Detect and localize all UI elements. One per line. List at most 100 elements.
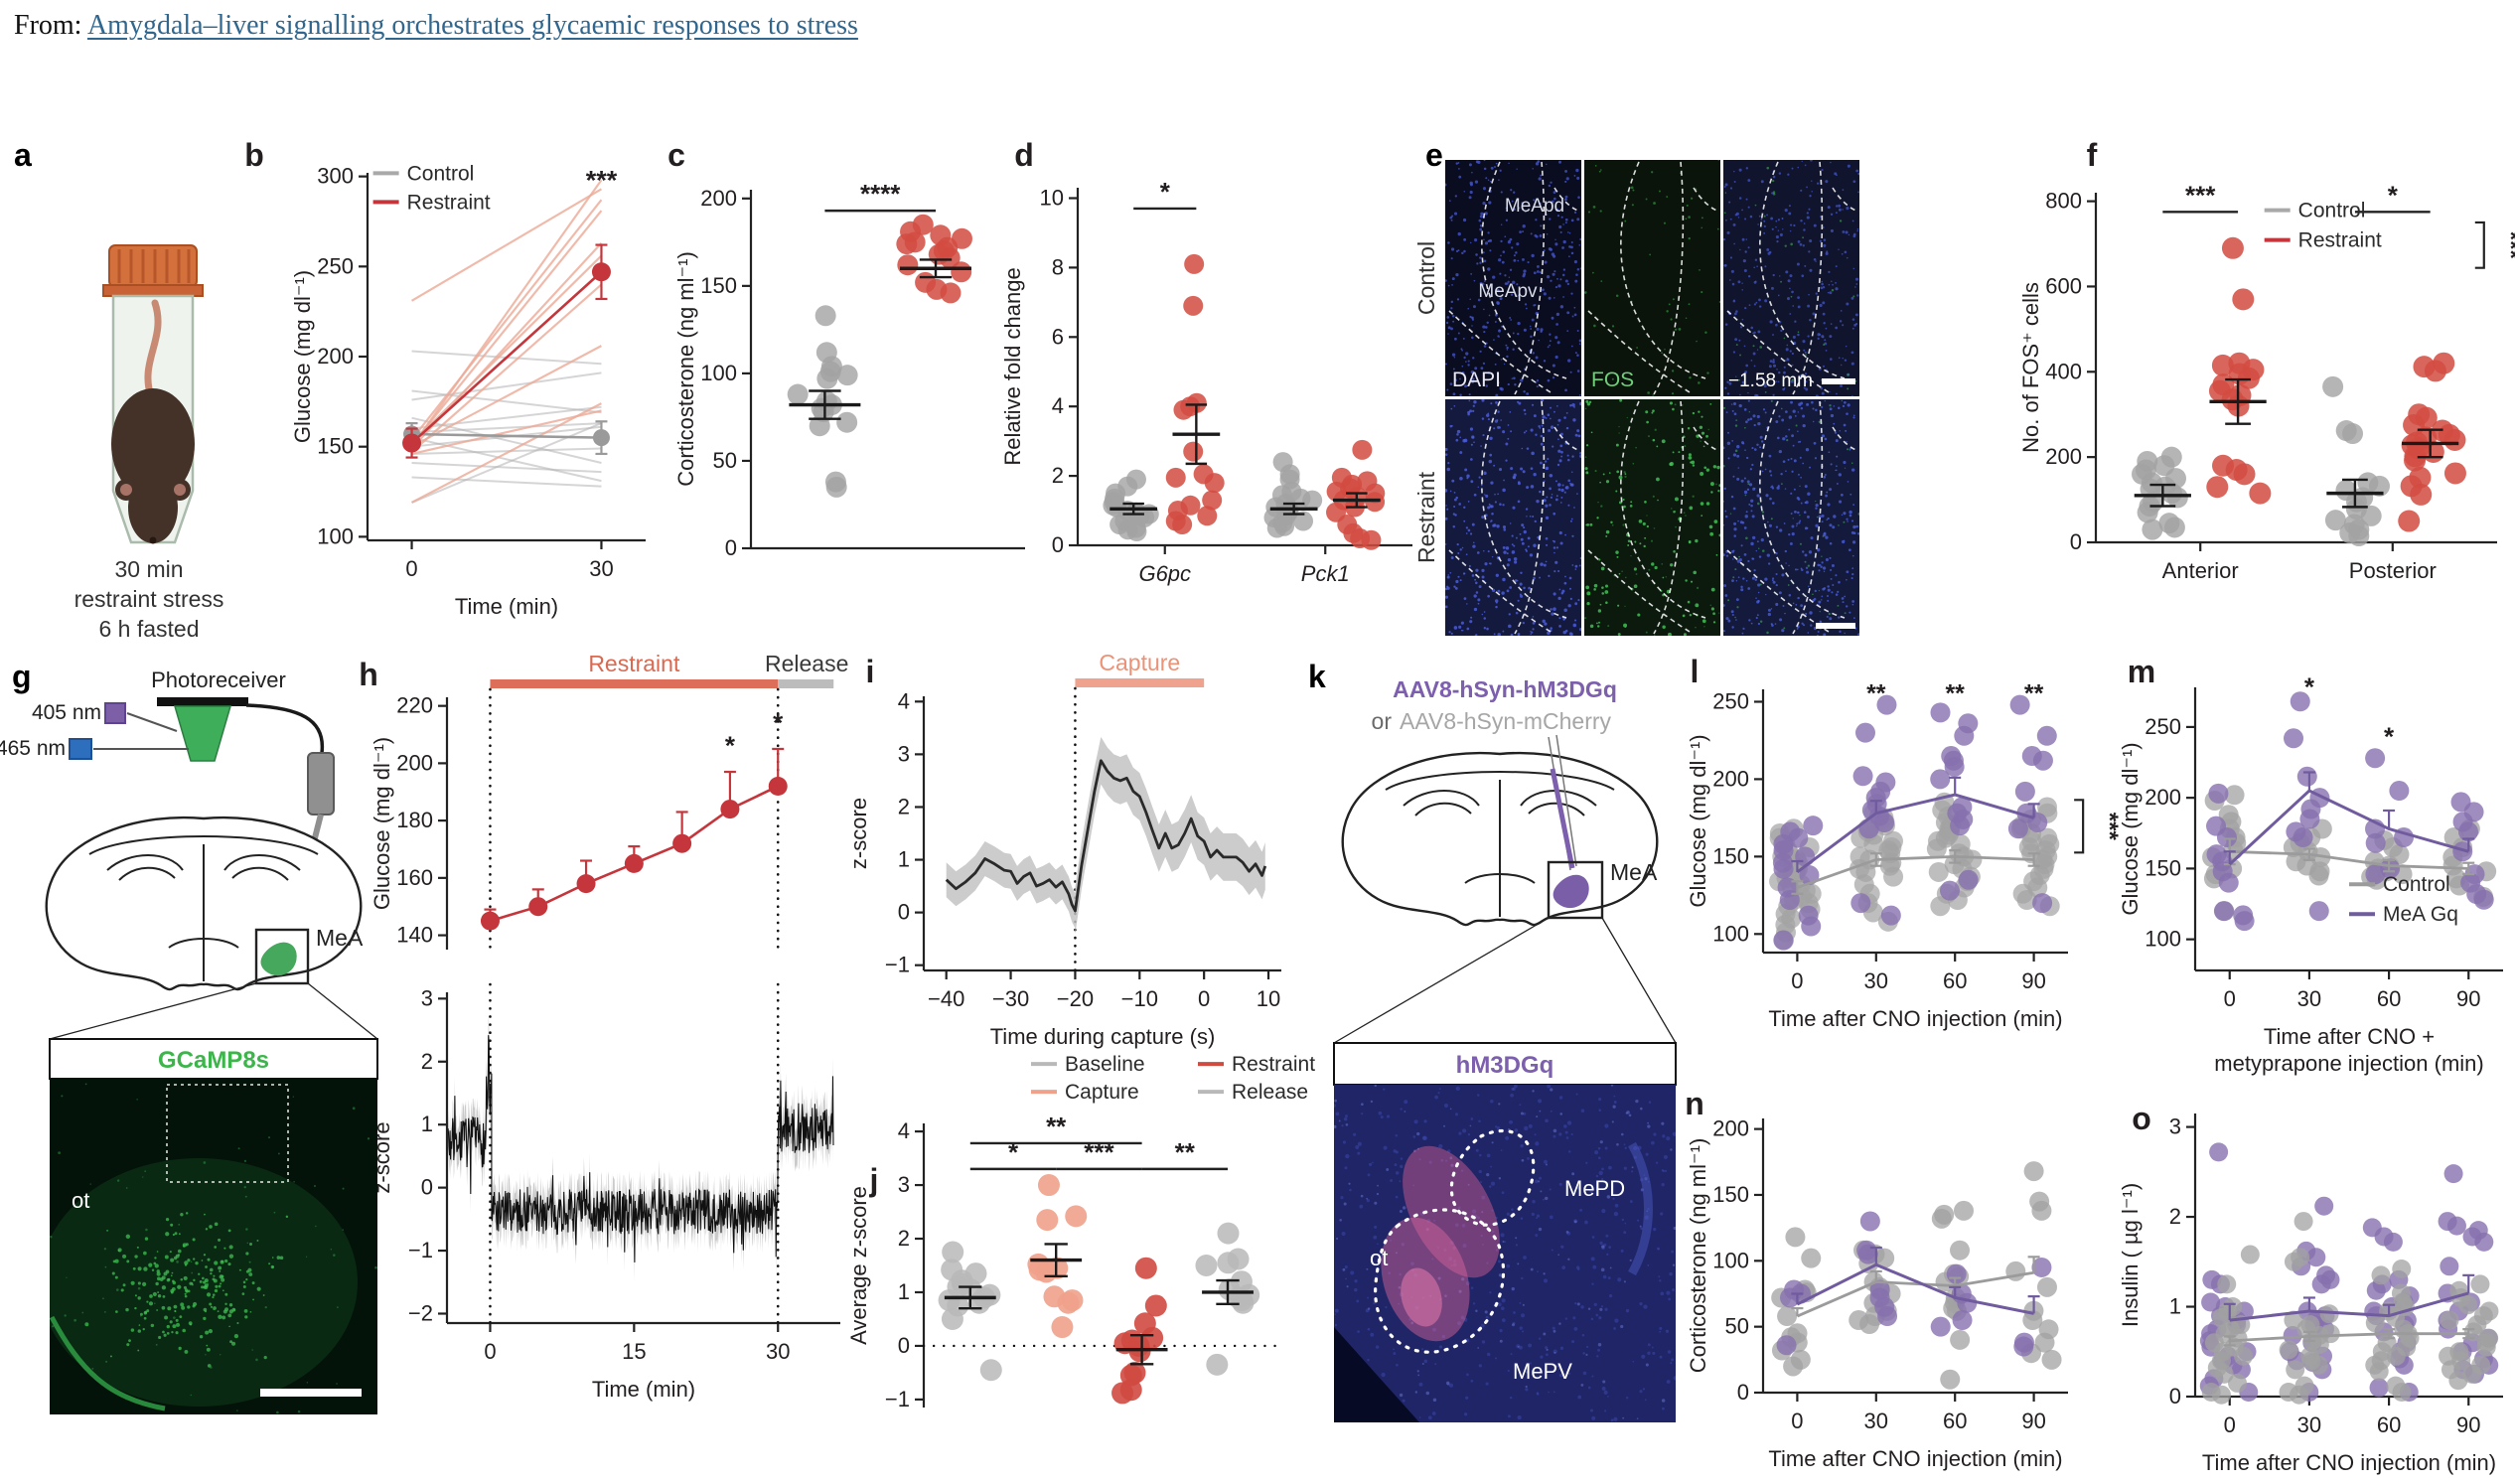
svg-text:f: f (2087, 137, 2098, 173)
svg-text:150: 150 (700, 273, 737, 298)
plot-area-h2: −2 −1 0 1 2 3 z-score 0 15 30 Time (min) (370, 982, 840, 1402)
svg-text:Time after CNO injection (min): Time after CNO injection (min) (1768, 1006, 2062, 1031)
svg-text:10: 10 (1040, 185, 1064, 210)
plot-area-b: b 100 150 200 250 300 Glucose (mg dl⁻¹) 0 30 Time… (244, 137, 646, 619)
svg-text:0: 0 (1198, 986, 1210, 1011)
svg-text:150: 150 (2145, 855, 2181, 880)
svg-text:1: 1 (2169, 1294, 2181, 1319)
svg-text:30: 30 (1864, 1409, 1888, 1433)
svg-text:Glucose (mg dl⁻¹): Glucose (mg dl⁻¹) (290, 270, 315, 443)
virus-label-mcherry: AAV8-hSyn-mCherry (1400, 708, 1612, 734)
row-label-control: Control (1413, 241, 1439, 315)
svg-text:300: 300 (317, 164, 354, 189)
svg-text:Average z-score: Average z-score (846, 1186, 871, 1345)
svg-text:0: 0 (725, 535, 737, 560)
svg-text:Restraint: Restraint (588, 651, 680, 676)
svg-text:200: 200 (317, 344, 354, 369)
photometry-setup-icon (69, 697, 335, 937)
svg-text:600: 600 (2045, 273, 2082, 298)
micrograph-dapi-restraint (1445, 399, 1581, 636)
svg-text:−1: −1 (408, 1238, 433, 1262)
micrograph-merge-restraint (1723, 399, 1859, 636)
svg-text:150: 150 (1712, 1182, 1749, 1207)
svg-text:Posterior: Posterior (2349, 558, 2437, 583)
plot-area-o: o 0 1 2 3 Insulin ( µg l⁻¹) 0 30 60 90 Time after … (2118, 1101, 2503, 1475)
svg-text:0: 0 (1737, 1380, 1749, 1405)
svg-text:Control: Control (2298, 200, 2366, 223)
svg-text:*: * (2388, 180, 2399, 210)
svg-text:400: 400 (2045, 359, 2082, 383)
svg-text:250: 250 (1712, 688, 1749, 713)
svg-text:0: 0 (2224, 986, 2236, 1011)
ot-label: ot (72, 1188, 89, 1213)
svg-text:2: 2 (1052, 463, 1064, 488)
article-link[interactable]: Amygdala–liver signalling orchestrates g… (86, 10, 858, 41)
svg-text:Time (min): Time (min) (455, 594, 558, 619)
svg-text:50: 50 (1725, 1314, 1749, 1339)
svg-text:Time after CNO injection (min): Time after CNO injection (min) (2202, 1450, 2496, 1475)
svg-text:Anterior: Anterior (2162, 558, 2239, 583)
svg-text:h: h (359, 657, 378, 692)
stain-label-fos: FOS (1591, 369, 1634, 391)
svg-text:*: * (2304, 672, 2315, 702)
svg-text:Pck1: Pck1 (1301, 561, 1350, 586)
svg-text:60: 60 (2377, 986, 2401, 1011)
chart-c: c 0 50 100 150 200 Corticosterone (ng ml⁻¹) ***… (667, 137, 1025, 560)
svg-text:140: 140 (396, 923, 433, 948)
svg-text:200: 200 (700, 186, 737, 211)
svg-text:**: ** (1046, 1112, 1067, 1141)
svg-text:200: 200 (1712, 766, 1749, 791)
405nm-source-icon (104, 702, 126, 724)
465nm-source-icon (69, 738, 92, 760)
svg-text:30: 30 (2297, 1412, 2321, 1437)
stain-label-dapi: DAPI (1452, 369, 1501, 391)
svg-text:1: 1 (898, 1279, 910, 1304)
svg-text:0: 0 (898, 1333, 910, 1358)
mepd-label: MePD (1564, 1176, 1625, 1201)
caption-line-1: 30 min (114, 556, 183, 582)
svg-text:**: ** (1175, 1137, 1196, 1167)
svg-text:0: 0 (898, 900, 910, 925)
svg-text:200: 200 (2145, 785, 2181, 810)
injection-needle-icon (1548, 734, 1577, 871)
mea-injection-blob (1553, 874, 1589, 909)
svg-text:Glucose (mg dl⁻¹): Glucose (mg dl⁻¹) (2118, 742, 2143, 915)
svg-text:−40: −40 (928, 986, 964, 1011)
svg-text:0: 0 (1791, 968, 1803, 993)
scale-bar-top (1822, 378, 1855, 384)
svg-text:0: 0 (2169, 1384, 2181, 1409)
svg-text:Time after CNO injection (min): Time after CNO injection (min) (1768, 1446, 2062, 1471)
svg-text:Control: Control (407, 162, 475, 185)
svg-text:z-score: z-score (370, 1121, 394, 1193)
svg-text:−1: −1 (885, 1387, 910, 1411)
svg-text:c: c (667, 137, 685, 173)
svg-text:800: 800 (2045, 189, 2082, 214)
chart-o: o 0 1 2 3 Insulin ( µg l⁻¹) 0 30 60 90 Time after … (2118, 1101, 2503, 1475)
photoreceiver-label: Photoreceiver (151, 668, 286, 692)
svg-text:2: 2 (421, 1049, 433, 1074)
hm3dgq-header: hM3DGq (1456, 1052, 1554, 1079)
svg-text:**: ** (1945, 679, 1965, 707)
svg-text:250: 250 (317, 253, 354, 278)
svg-text:Restraint: Restraint (2298, 229, 2382, 252)
from-label: From: (14, 10, 82, 41)
svg-text:0: 0 (1791, 1409, 1803, 1433)
svg-text:−1: −1 (885, 953, 910, 977)
svg-text:*: * (1160, 177, 1171, 207)
svg-text:m: m (2128, 654, 2155, 689)
svg-text:d: d (1014, 137, 1034, 173)
svg-text:4: 4 (898, 688, 910, 713)
svg-text:30: 30 (766, 1339, 790, 1364)
brain-coronal-diagram (45, 816, 363, 991)
svg-text:Time after CNO +: Time after CNO + (2264, 1024, 2435, 1049)
svg-text:****: **** (860, 179, 901, 209)
micrograph-merge-control (1723, 160, 1859, 396)
svg-text:4: 4 (1052, 393, 1064, 418)
panel-e: e Control Restraint MeApd MeApv DAPI FOS… (1413, 137, 1859, 636)
chart-h2: −2 −1 0 1 2 3 z-score 0 15 30 Time (min) (370, 982, 840, 1402)
